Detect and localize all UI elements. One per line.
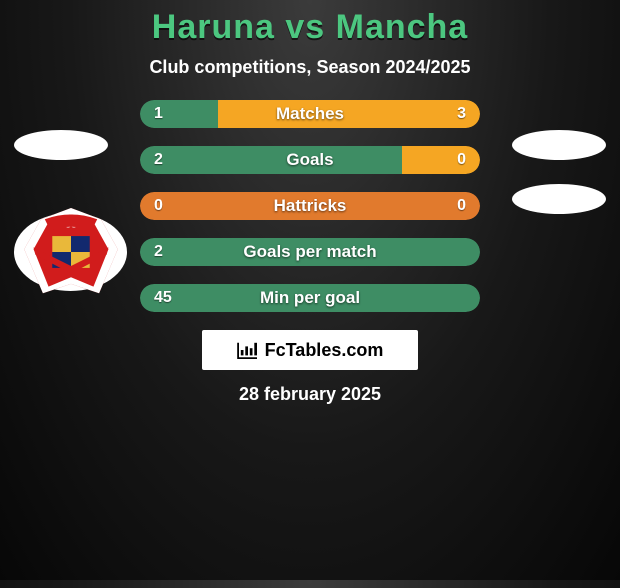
bar-row-goals-per-match: 2 Goals per match [140, 238, 480, 266]
page-subtitle: Club competitions, Season 2024/2025 [0, 57, 620, 78]
player1-club-badge-icon: 33 [24, 208, 118, 296]
bar-label: Hattricks [140, 192, 480, 220]
bar-row-hattricks: 0 0 Hattricks [140, 192, 480, 220]
bar-row-goals: 2 0 Goals [140, 146, 480, 174]
bar-label: Min per goal [140, 284, 480, 312]
generated-date: 28 february 2025 [0, 384, 620, 405]
brand-watermark: FcTables.com [202, 330, 418, 370]
comparison-bars: 1 3 Matches 2 0 Goals 0 0 Hattricks 2 Go… [140, 100, 480, 312]
page-title: Haruna vs Mancha [0, 8, 620, 47]
bar-row-min-per-goal: 45 Min per goal [140, 284, 480, 312]
brand-text: FcTables.com [265, 340, 384, 361]
player2-avatar-bottom [512, 184, 606, 214]
bar-label: Goals [140, 146, 480, 174]
bar-chart-icon [237, 341, 259, 359]
bar-row-matches: 1 3 Matches [140, 100, 480, 128]
player2-avatar-top [512, 130, 606, 160]
bar-label: Goals per match [140, 238, 480, 266]
player1-avatar-top [14, 130, 108, 160]
bar-label: Matches [140, 100, 480, 128]
